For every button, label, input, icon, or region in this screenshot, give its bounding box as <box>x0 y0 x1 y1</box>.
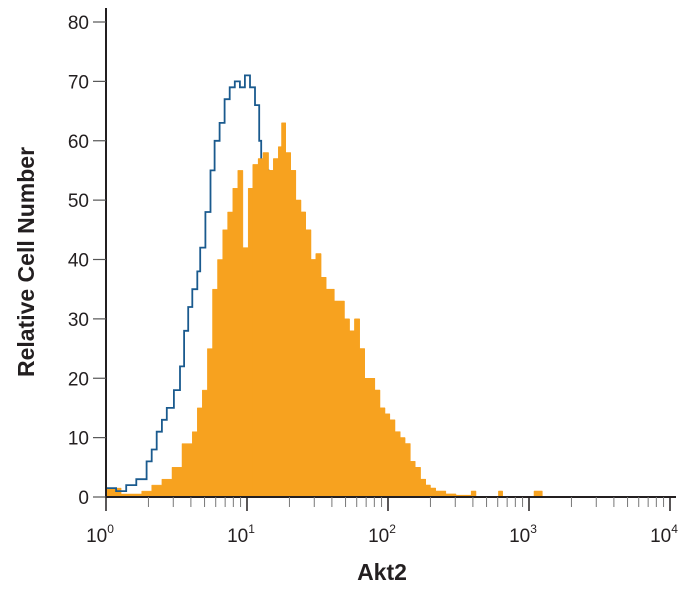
x-tick-exponent: 2 <box>389 522 396 536</box>
x-tick-label: 101 <box>227 522 255 547</box>
series-layer <box>105 74 545 498</box>
x-tick-exponent: 1 <box>248 522 255 536</box>
y-tick-label: 70 <box>68 72 89 93</box>
y-tick-label: 30 <box>68 310 89 331</box>
x-tick-label: 100 <box>86 522 114 547</box>
x-axis-title: Akt2 <box>357 559 407 585</box>
y-tick-label: 0 <box>78 488 89 509</box>
y-tick-label: 50 <box>68 191 89 212</box>
y-tick-label: 40 <box>68 251 89 272</box>
y-axis-title: Relative Cell Number <box>13 147 39 377</box>
y-tick-label: 10 <box>68 429 89 450</box>
x-tick-exponent: 0 <box>107 522 114 536</box>
x-tick-label: 104 <box>650 522 678 547</box>
orange-filled-histogram-overlay <box>252 122 545 498</box>
x-tick-label: 102 <box>368 522 396 547</box>
x-tick-exponent: 3 <box>530 522 537 536</box>
y-tick-label: 80 <box>68 13 89 34</box>
y-tick-label: 60 <box>68 132 89 153</box>
y-tick-label: 20 <box>68 369 89 390</box>
x-tick-exponent: 4 <box>671 522 678 536</box>
x-tick-label: 103 <box>509 522 537 547</box>
